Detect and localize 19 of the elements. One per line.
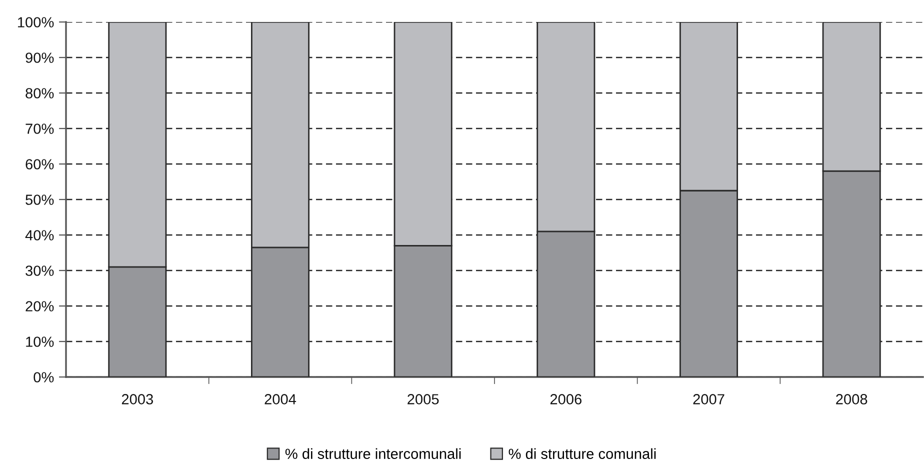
x-tick-label: 2004	[264, 394, 296, 404]
y-tick-label: 10%	[26, 336, 54, 347]
legend-label: % di strutture intercomunali	[285, 448, 461, 459]
x-tick-label: 2006	[550, 394, 582, 404]
legend-label: % di strutture comunali	[508, 448, 656, 459]
x-tick-label: 2005	[408, 394, 439, 404]
y-tick-label: 0%	[34, 372, 54, 382]
y-tick-label: 50%	[26, 194, 54, 205]
x-tick-label: 2007	[693, 394, 724, 404]
y-tick-label: 60%	[26, 159, 54, 170]
y-tick-label: 70%	[26, 124, 54, 134]
y-tick-label: 20%	[26, 301, 54, 312]
y-tick-label: 90%	[26, 52, 54, 63]
y-tick-label: 100%	[18, 17, 54, 28]
y-tick-label: 40%	[25, 230, 54, 240]
y-tick-label: 80%	[26, 88, 54, 98]
x-tick-label: 2008	[836, 394, 868, 404]
y-tick-label: 30%	[26, 266, 54, 276]
x-tick-label: 2003	[122, 394, 153, 404]
